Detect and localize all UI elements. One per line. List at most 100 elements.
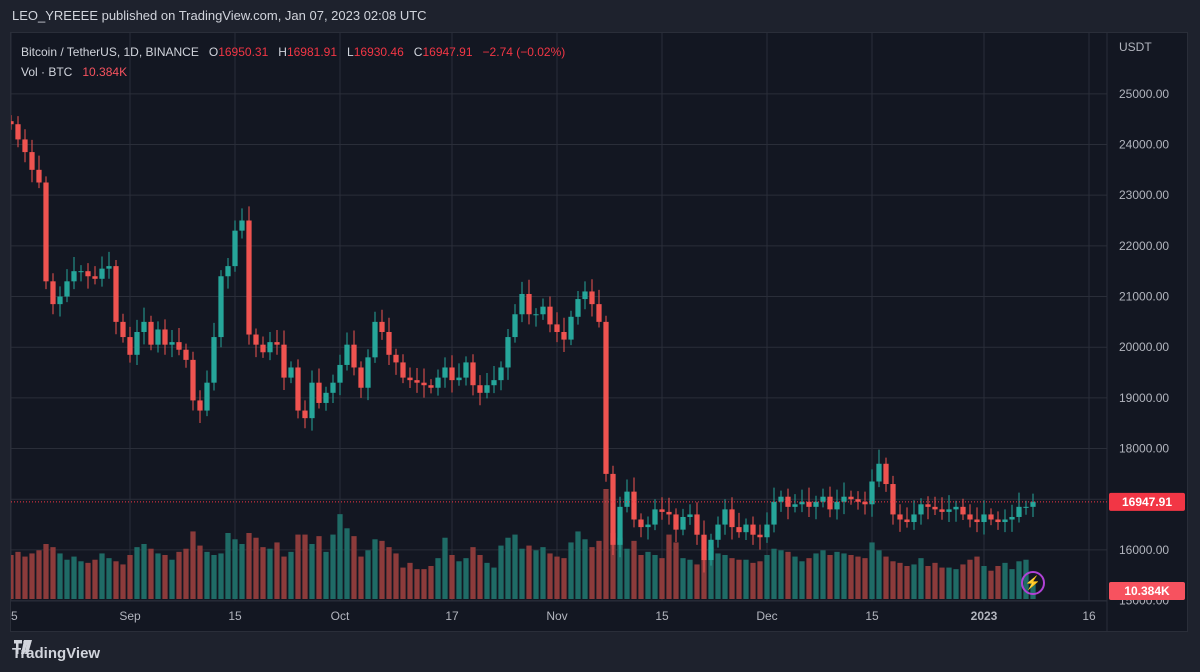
- candle-body: [876, 463, 882, 482]
- candle-body: [141, 321, 147, 332]
- y-tick-label: 19000.00: [1119, 391, 1169, 405]
- candle-body: [71, 271, 77, 282]
- candle-body: [337, 364, 343, 383]
- candle-body: [463, 362, 469, 378]
- candle-body: [834, 501, 840, 510]
- candle-body: [680, 516, 686, 530]
- volume-bar: [764, 555, 770, 599]
- x-tick-label: 2023: [971, 609, 998, 623]
- legend-high-value: 16981.91: [286, 45, 338, 59]
- volume-bar: [85, 562, 91, 599]
- candle-body: [260, 344, 266, 353]
- candle-body: [848, 496, 854, 500]
- y-tick-label: 21000.00: [1119, 290, 1169, 304]
- legend-change: −2.74 (−0.02%): [482, 45, 566, 59]
- x-tick-label: 16: [1082, 609, 1096, 623]
- volume-bar: [106, 558, 112, 599]
- volume-bar: [701, 559, 707, 599]
- volume-bar: [799, 561, 805, 599]
- candle-body: [1016, 506, 1022, 517]
- candle-body: [190, 359, 196, 401]
- candle-body: [652, 509, 658, 525]
- volume-bar: [414, 569, 420, 599]
- candle-body: [155, 329, 161, 345]
- candle-body: [232, 230, 238, 267]
- candle-body: [120, 321, 126, 338]
- volume-bar: [512, 534, 518, 599]
- legend-close-label: C: [413, 45, 423, 59]
- candle-body: [113, 266, 119, 322]
- volume-bar: [477, 555, 483, 599]
- volume-bar: [407, 562, 413, 599]
- volume-bar: [876, 550, 882, 599]
- volume-bar: [666, 534, 672, 599]
- candle-body: [568, 316, 574, 340]
- candle-body: [729, 509, 735, 528]
- candle-body: [596, 304, 602, 322]
- x-tick-label: Sep: [119, 609, 141, 623]
- volume-bar: [260, 547, 266, 599]
- y-tick-label: 20000.00: [1119, 340, 1169, 354]
- candle-body: [694, 514, 700, 535]
- chart-panel[interactable]: Bitcoin / TetherUS, 1D, BINANCE O16950.3…: [10, 32, 1188, 632]
- volume-bar: [141, 544, 147, 599]
- candle-body: [722, 509, 728, 525]
- candle-body: [582, 291, 588, 300]
- candle-body: [11, 121, 14, 125]
- volume-bar: [596, 540, 602, 599]
- candle-body: [57, 296, 63, 305]
- volume-bar: [295, 534, 301, 599]
- candle-body: [820, 496, 826, 502]
- volume-bar: [652, 555, 658, 599]
- candle-body: [855, 499, 861, 502]
- candle-body: [36, 169, 42, 183]
- candle-body: [484, 385, 490, 393]
- legend-volume-value: 10.384K: [82, 65, 128, 79]
- volume-bar: [995, 566, 1001, 599]
- volume-bar: [792, 556, 798, 599]
- candle-body: [162, 329, 168, 345]
- candle-body: [477, 385, 483, 393]
- candle-body: [799, 501, 805, 505]
- last-price-label: 16947.91: [1122, 495, 1172, 509]
- volume-bar: [351, 536, 357, 599]
- candlestick-chart[interactable]: 15000.0016000.0017000.0018000.0019000.00…: [11, 33, 1187, 631]
- candle-body: [316, 382, 322, 403]
- candle-body: [64, 281, 70, 297]
- lightning-icon[interactable]: ⚡: [1021, 571, 1045, 595]
- volume-bar: [554, 556, 560, 599]
- candle-body: [393, 354, 399, 363]
- volume-bar: [743, 559, 749, 599]
- volume-bar: [120, 564, 126, 599]
- footer-brand-name: TradingView: [12, 644, 101, 662]
- legend-close-value: 16947.91: [422, 45, 473, 59]
- candle-body: [50, 281, 56, 305]
- candle-body: [673, 514, 679, 530]
- volume-bar: [617, 537, 623, 599]
- volume-bar: [253, 537, 259, 599]
- candle-body: [967, 514, 973, 520]
- candle-body: [407, 377, 413, 381]
- candle-body: [624, 491, 630, 507]
- volume-bar: [575, 531, 581, 599]
- candle-body: [659, 509, 665, 512]
- candle-body: [176, 342, 182, 350]
- candle-body: [225, 266, 231, 277]
- volume-bar: [897, 562, 903, 599]
- volume-bar: [939, 567, 945, 599]
- candle-body: [358, 367, 364, 388]
- candle-body: [470, 362, 476, 386]
- candle-body: [253, 334, 259, 345]
- candle-body: [932, 506, 938, 510]
- candle-body: [750, 524, 756, 535]
- volume-bar: [981, 566, 987, 599]
- volume-bar: [841, 553, 847, 599]
- last-price-tag: [1109, 492, 1185, 511]
- volume-bar: [820, 550, 826, 599]
- volume-bar: [505, 537, 511, 599]
- candle-body: [974, 519, 980, 523]
- candle-body: [197, 400, 203, 411]
- volume-bar: [386, 547, 392, 599]
- volume-bar: [113, 561, 119, 599]
- legend-volume-label: Vol · BTC: [21, 65, 73, 79]
